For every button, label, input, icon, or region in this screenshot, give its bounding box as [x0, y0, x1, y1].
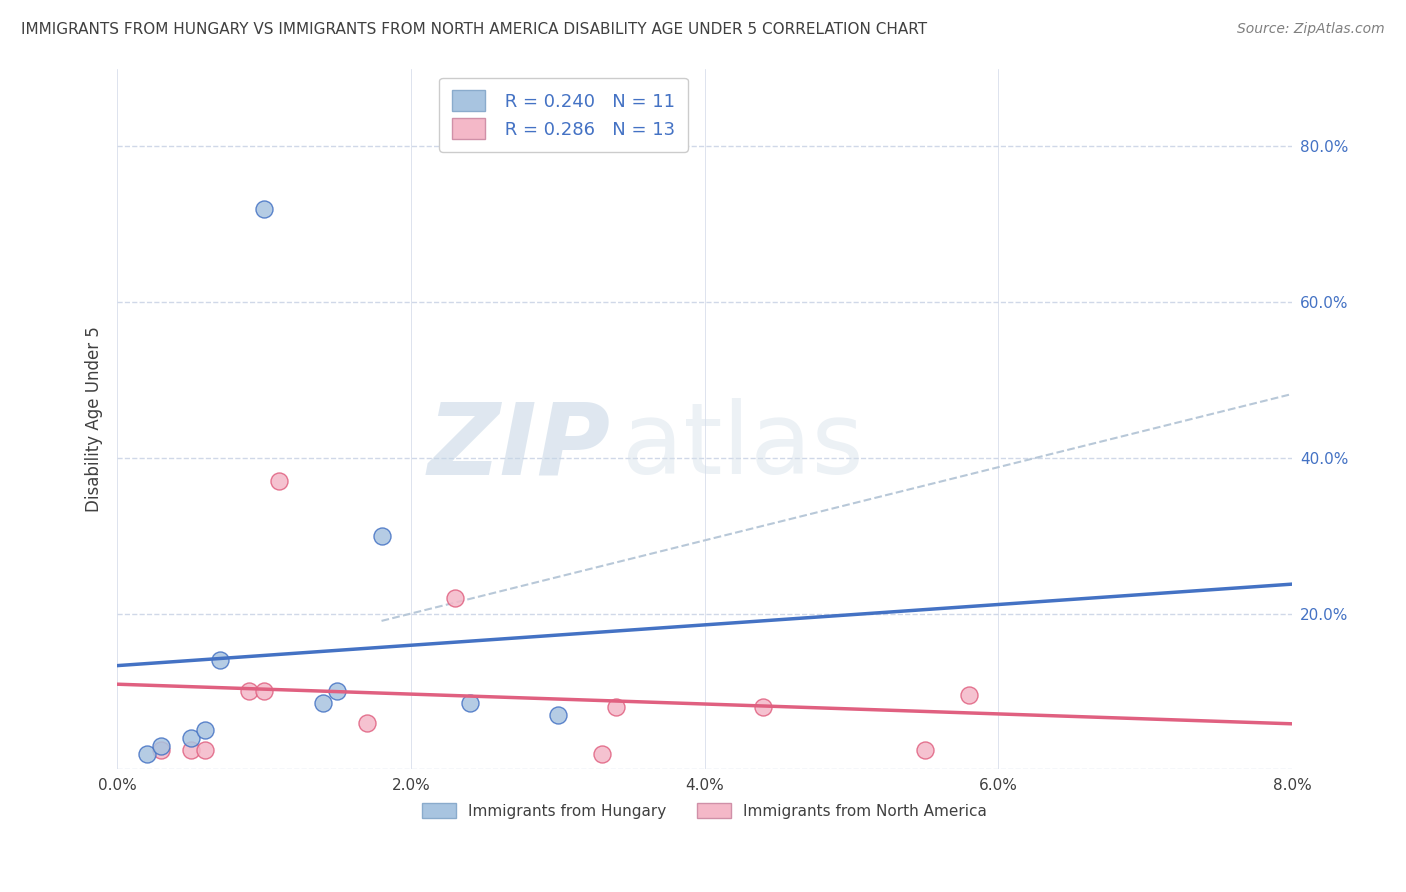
Point: [605, 700, 627, 714]
Point: [957, 689, 980, 703]
Point: [312, 696, 335, 710]
Legend: Immigrants from Hungary, Immigrants from North America: Immigrants from Hungary, Immigrants from…: [416, 797, 993, 825]
Point: [914, 743, 936, 757]
Text: atlas: atlas: [623, 399, 863, 495]
Point: [238, 684, 260, 698]
Point: [326, 684, 349, 698]
Y-axis label: Disability Age Under 5: Disability Age Under 5: [86, 326, 103, 512]
Point: [591, 747, 613, 761]
Point: [135, 747, 157, 761]
Point: [253, 684, 276, 698]
Point: [356, 715, 378, 730]
Point: [752, 700, 775, 714]
Text: Source: ZipAtlas.com: Source: ZipAtlas.com: [1237, 22, 1385, 37]
Point: [458, 696, 481, 710]
Point: [208, 653, 231, 667]
Point: [180, 743, 202, 757]
Point: [267, 474, 290, 488]
Text: ZIP: ZIP: [427, 399, 610, 495]
Point: [444, 591, 467, 605]
Point: [370, 529, 392, 543]
Point: [547, 707, 569, 722]
Point: [194, 723, 217, 738]
Point: [253, 202, 276, 216]
Text: IMMIGRANTS FROM HUNGARY VS IMMIGRANTS FROM NORTH AMERICA DISABILITY AGE UNDER 5 : IMMIGRANTS FROM HUNGARY VS IMMIGRANTS FR…: [21, 22, 927, 37]
Point: [150, 739, 173, 753]
Point: [194, 743, 217, 757]
Point: [150, 743, 173, 757]
Point: [180, 731, 202, 746]
